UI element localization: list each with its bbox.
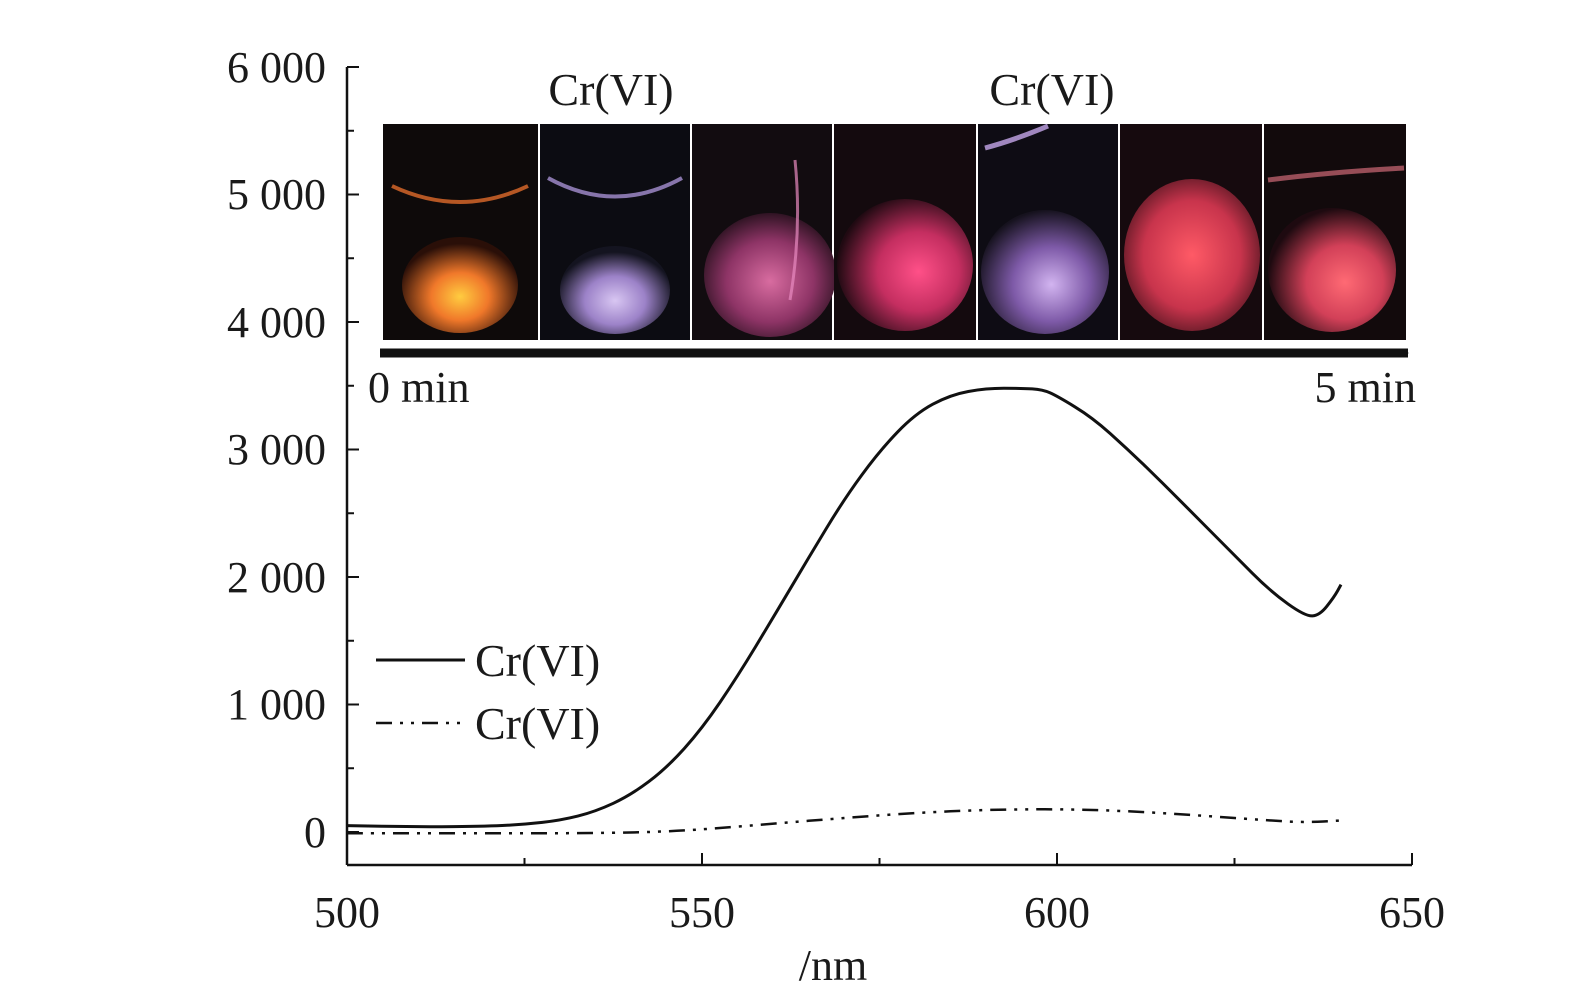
x-axis-title: /nm	[799, 941, 867, 990]
inset-photo-strip: Cr(VI) Cr(VI)	[368, 64, 1416, 412]
series-line-dashdotdot	[346, 808, 1342, 835]
x-tick-label-600: 600	[1024, 888, 1090, 937]
vial-frame-4	[834, 124, 976, 340]
vial-frame-5	[978, 123, 1118, 340]
legend-label-dashdot: Cr(VI)	[475, 698, 600, 749]
vial-frame-2	[540, 124, 690, 340]
vial-frame-3	[692, 124, 836, 340]
y-axis-tick-labels: 0 1 000 2 000 3 000 4 000 5 000 6 000	[227, 43, 326, 857]
y-tick-label-1000: 1 000	[227, 680, 326, 729]
x-axis-ticks	[346, 853, 1413, 865]
y-tick-label-5000: 5 000	[227, 170, 326, 219]
x-tick-label-650: 650	[1379, 888, 1445, 937]
legend-label-solid: Cr(VI)	[475, 635, 600, 686]
y-tick-label-2000: 2 000	[227, 553, 326, 602]
x-axis-tick-labels: 500 550 600 650	[314, 888, 1445, 937]
legend: Cr(VI) Cr(VI)	[376, 635, 600, 749]
time-start-label: 0 min	[368, 363, 469, 412]
series-line-solid	[346, 386, 1343, 829]
vial-frame-1	[383, 124, 538, 340]
time-end-label: 5 min	[1315, 363, 1416, 412]
y-tick-label-3000: 3 000	[227, 425, 326, 474]
inset-label-1: Cr(VI)	[548, 64, 673, 115]
inset-label-2: Cr(VI)	[989, 64, 1114, 115]
vial-frame-7	[1264, 124, 1406, 340]
axes	[345, 66, 1413, 867]
x-tick-label-550: 550	[669, 888, 735, 937]
series-layer	[346, 386, 1343, 835]
y-tick-label-0: 0	[304, 808, 326, 857]
y-tick-label-6000: 6 000	[227, 43, 326, 92]
x-tick-label-500: 500	[314, 888, 380, 937]
vial-frame-6	[1120, 124, 1262, 340]
y-axis-ticks	[347, 66, 359, 833]
y-tick-label-4000: 4 000	[227, 298, 326, 347]
